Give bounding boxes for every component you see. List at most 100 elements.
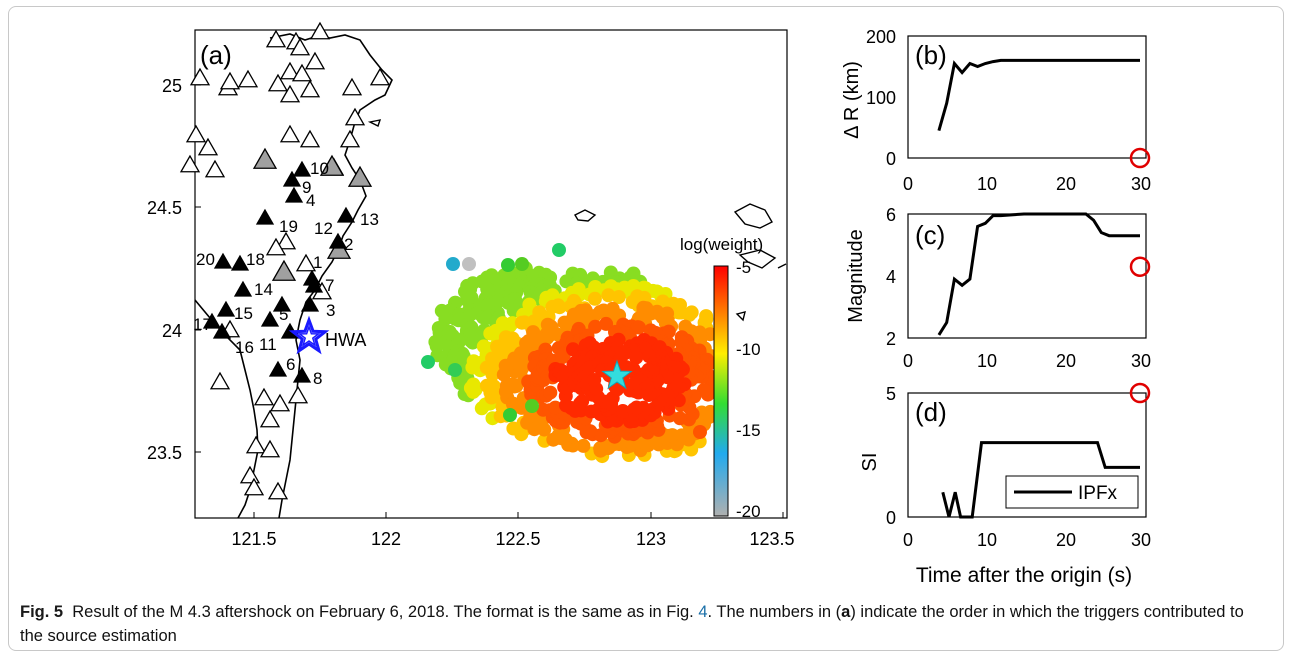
x-tick: 30 <box>1131 174 1151 194</box>
panel-b-frame <box>907 35 1147 159</box>
caption-figure-link[interactable]: 4 <box>698 603 708 621</box>
station-triangle <box>336 206 356 223</box>
hwa-label: HWA <box>325 330 366 350</box>
trigger-number: 14 <box>254 280 273 299</box>
panel-c-reference-marker <box>1129 256 1151 277</box>
panel-b-reference-marker <box>1129 147 1151 169</box>
station-triangle <box>219 71 241 90</box>
station-triangle <box>259 439 281 458</box>
station-markers <box>179 21 391 500</box>
station-triangle <box>341 77 363 96</box>
island <box>574 209 597 222</box>
panel-c-magnitude: (c) Magnitude 6 4 2 0 10 20 30 <box>845 205 1151 371</box>
station-triangle <box>233 280 253 297</box>
colorbar-ticks: -5 -10 -15 -20 <box>736 258 761 521</box>
caption-text-3: ) indicate the order in which the trigge… <box>20 603 1244 645</box>
hypocenter-dot <box>465 335 480 350</box>
panel-b-delta-r: (b) Δ R (km) 200 100 0 0 10 20 30 <box>841 27 1151 194</box>
station-triangle <box>243 477 265 496</box>
x-tick: 123 <box>636 529 666 549</box>
station-triangle <box>268 360 288 377</box>
station-triangle <box>230 254 250 271</box>
map-axes-frame <box>194 29 788 519</box>
station-triangle <box>245 435 267 454</box>
island <box>735 311 746 322</box>
colorbar-tick: -5 <box>736 258 751 277</box>
station-triangle <box>239 465 261 484</box>
hypocenter-dot <box>552 300 567 315</box>
hypocenter-dot <box>503 408 517 422</box>
panel-b-ylabel: Δ R (km) <box>841 61 863 139</box>
island <box>777 263 787 269</box>
station-triangle <box>295 253 317 272</box>
trigger-number: 12 <box>314 219 333 238</box>
y-tick: 6 <box>886 205 896 225</box>
station-triangle <box>287 385 309 404</box>
trigger-number: 15 <box>234 304 253 323</box>
panel-c-series-line <box>937 212 1140 336</box>
hypocenter-dot <box>515 257 529 271</box>
colorbar-tick: -15 <box>736 421 761 440</box>
station-triangle <box>267 73 289 92</box>
trigger-number: 9 <box>302 178 311 197</box>
station-triangle <box>179 154 201 173</box>
station-triangle <box>271 259 297 281</box>
hypocenter-dot <box>587 291 602 306</box>
y-tick: 24.5 <box>147 198 182 218</box>
trigger-number: 19 <box>279 217 298 236</box>
panel-c-ylabel: Magnitude <box>845 229 867 322</box>
station-triangle <box>328 232 348 249</box>
map-y-ticks: 25 24.5 24 23.5 <box>147 76 201 463</box>
hypocenter-dot <box>601 288 616 303</box>
hypocenter-dot <box>575 394 590 409</box>
hypocenter-dot <box>599 316 614 331</box>
station-triangle <box>265 237 287 256</box>
panel-d-ylabel: SI <box>859 453 881 472</box>
station-triangle <box>284 186 304 203</box>
x-tick: 30 <box>1131 351 1151 371</box>
station-triangle <box>299 79 321 98</box>
hypocenter-dot <box>481 298 495 313</box>
panel-b-label: (b) <box>915 40 947 70</box>
legend-label: IPFx <box>1078 483 1118 504</box>
trigger-number: 8 <box>313 369 322 388</box>
hypocenter-dot <box>540 331 554 346</box>
x-tick: 122 <box>371 529 401 549</box>
hypocenter-cloud <box>421 243 719 464</box>
trigger-number: 17 <box>193 315 212 334</box>
station-triangle <box>212 322 232 339</box>
trigger-number: 1 <box>313 253 322 272</box>
panel-d-label: (d) <box>915 397 947 427</box>
hypocenter-dot <box>446 257 460 271</box>
station-triangle <box>253 387 275 406</box>
hypocenter-dot <box>615 404 630 418</box>
station-triangle <box>279 61 301 80</box>
station-triangle <box>204 159 226 178</box>
panel-d-series-line <box>941 441 1140 519</box>
station-triangle <box>304 51 326 70</box>
station-triangle <box>252 147 278 169</box>
station-triangle <box>202 312 222 329</box>
colorbar-title: log(weight) <box>680 235 763 254</box>
hypocenter-dot <box>501 258 515 272</box>
x-tick: 121.5 <box>231 529 276 549</box>
station-triangle <box>265 29 287 48</box>
trigger-number: 10 <box>310 159 329 178</box>
station-triangle <box>339 129 361 148</box>
station-triangle <box>260 310 280 327</box>
hypocenter-dot <box>552 243 566 257</box>
panel-b-x-ticks: 0 10 20 30 <box>903 174 1151 194</box>
station-triangle <box>255 208 275 225</box>
y-tick: 0 <box>886 508 896 528</box>
hypocenter-dot <box>629 400 644 415</box>
panel-d-x-ticks: 0 10 20 30 <box>903 530 1151 550</box>
x-tick: 0 <box>903 530 913 550</box>
panel-b-series-line <box>937 58 1140 132</box>
hypocenter-dot <box>631 320 646 335</box>
station-triangle <box>279 84 301 103</box>
island <box>367 119 382 127</box>
y-tick: 4 <box>886 267 896 287</box>
hypocenter-dot <box>587 373 602 387</box>
